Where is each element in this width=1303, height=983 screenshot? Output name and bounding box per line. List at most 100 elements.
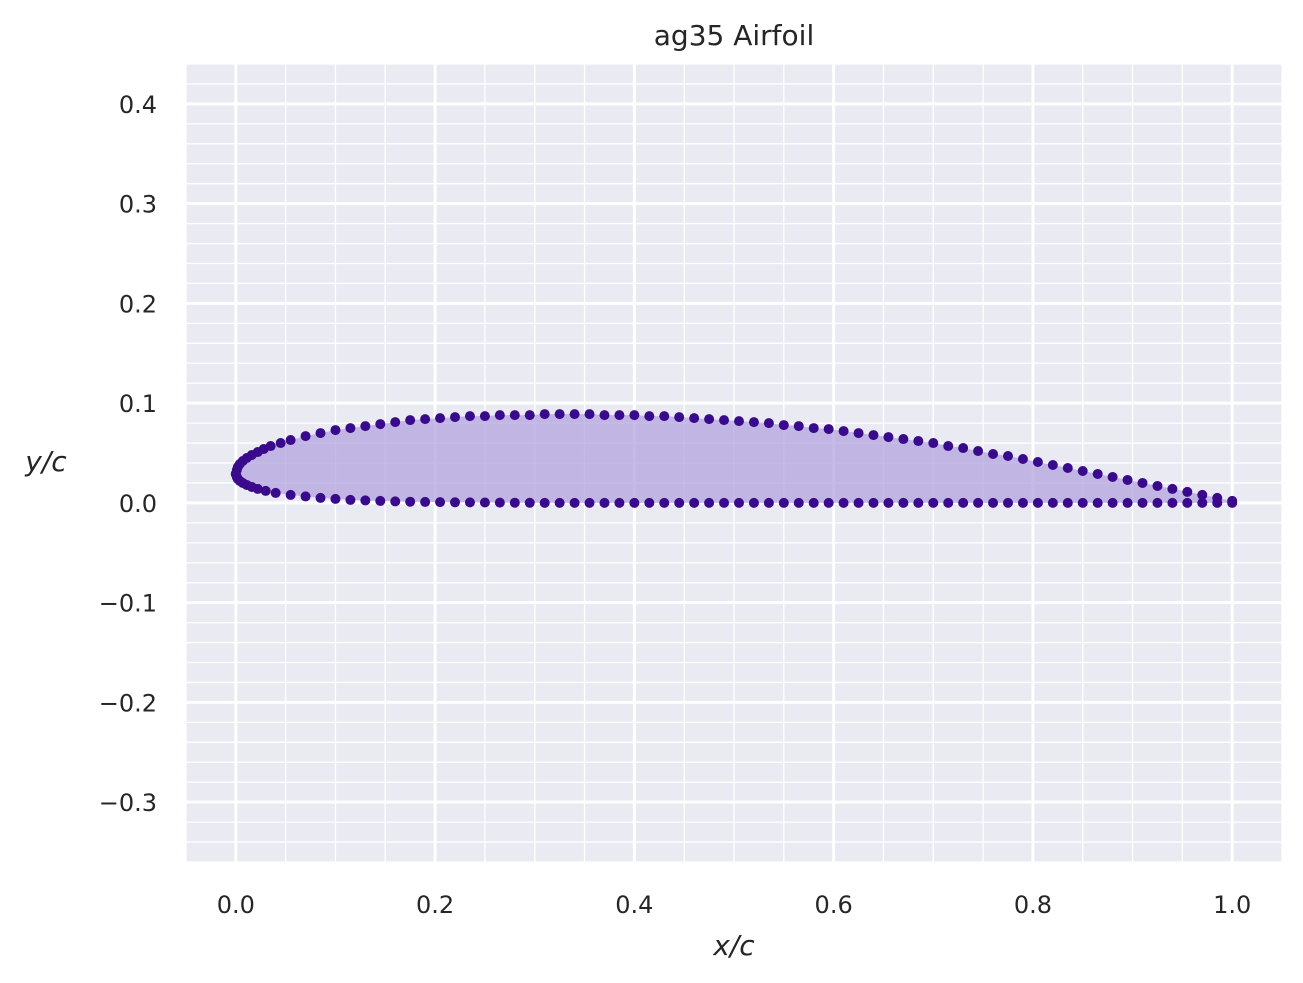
data-point-upper: [898, 434, 909, 445]
data-point-upper: [420, 414, 431, 425]
data-point-lower: [778, 497, 789, 508]
data-point-upper: [1107, 471, 1118, 482]
x-tick-label: 0.6: [815, 891, 853, 919]
data-point-upper: [644, 411, 655, 422]
y-tick-label: 0.1: [119, 390, 157, 418]
data-point-lower: [928, 497, 939, 508]
data-point-lower: [853, 497, 864, 508]
data-point-upper: [1152, 480, 1163, 491]
data-point-lower: [479, 497, 490, 508]
data-point-lower: [1167, 497, 1178, 508]
data-point-lower: [405, 496, 416, 507]
data-point-lower: [988, 497, 999, 508]
data-point-upper: [345, 423, 356, 434]
data-point-upper: [1092, 468, 1103, 479]
x-tick-label: 0.2: [416, 891, 454, 919]
data-point-lower: [285, 489, 296, 500]
data-point-upper: [988, 449, 999, 460]
x-tick-label: 0.4: [615, 891, 653, 919]
data-point-upper: [1182, 486, 1193, 497]
data-point-lower: [644, 497, 655, 508]
y-tick-label: 0.3: [119, 191, 157, 219]
data-point-lower: [554, 497, 565, 508]
data-point-lower: [1227, 497, 1238, 508]
data-point-lower: [763, 497, 774, 508]
data-point-upper: [793, 421, 804, 432]
data-point-upper: [958, 443, 969, 454]
data-point-lower: [958, 497, 969, 508]
x-tick-labels: 0.0 0.2 0.4 0.6 0.8 1.0: [217, 891, 1252, 919]
data-point-upper: [1137, 477, 1148, 488]
data-point-lower: [629, 497, 640, 508]
data-point-upper: [450, 412, 461, 423]
data-point-lower: [704, 497, 715, 508]
data-point-upper: [1197, 489, 1208, 500]
data-point-lower: [1197, 497, 1208, 508]
data-point-upper: [539, 409, 550, 420]
data-point-upper: [614, 410, 625, 421]
data-point-lower: [838, 497, 849, 508]
data-point-lower: [719, 497, 730, 508]
data-point-lower: [898, 497, 909, 508]
data-point-lower: [868, 497, 879, 508]
data-point-upper: [763, 418, 774, 429]
x-axis-label: x/c: [712, 929, 755, 962]
data-point-upper: [300, 431, 311, 442]
data-point-upper: [1047, 459, 1058, 470]
data-point-upper: [494, 410, 505, 421]
data-point-upper: [275, 438, 286, 449]
data-point-lower: [1137, 497, 1148, 508]
data-point-lower: [733, 497, 744, 508]
data-point-upper: [464, 411, 475, 422]
data-point-upper: [390, 417, 401, 428]
airfoil-fill-area: [235, 414, 1233, 503]
data-point-lower: [689, 497, 700, 508]
data-point-lower: [1152, 497, 1163, 508]
data-point-lower: [913, 497, 924, 508]
data-point-upper: [599, 410, 610, 421]
data-point-upper: [360, 421, 371, 432]
data-point-upper: [330, 425, 341, 436]
data-point-lower: [823, 497, 834, 508]
data-point-lower: [420, 496, 431, 507]
data-point-upper: [659, 411, 670, 422]
data-point-lower: [1092, 497, 1103, 508]
data-point-lower: [494, 497, 505, 508]
data-point-upper: [733, 416, 744, 427]
data-point-upper: [808, 423, 819, 434]
y-tick-label: 0.4: [119, 91, 157, 119]
y-tick-label: −0.3: [99, 789, 157, 817]
data-point-upper: [1003, 451, 1013, 462]
data-point-lower: [1047, 497, 1058, 508]
data-point-upper: [674, 412, 685, 423]
data-point-lower: [1122, 497, 1133, 508]
data-point-lower: [1212, 497, 1223, 508]
data-point-upper: [629, 410, 640, 421]
y-tick-label: 0.0: [119, 490, 157, 518]
data-point-lower: [599, 497, 610, 508]
y-tick-label: 0.2: [119, 290, 157, 318]
data-point-lower: [1107, 497, 1118, 508]
data-point-lower: [1017, 497, 1028, 508]
data-point-upper: [584, 409, 595, 420]
data-point-upper: [569, 409, 580, 420]
data-point-lower: [450, 497, 461, 508]
data-point-lower: [300, 491, 311, 502]
data-point-upper: [838, 426, 849, 437]
data-point-lower: [315, 492, 326, 503]
data-point-lower: [614, 497, 625, 508]
data-point-lower: [1182, 497, 1193, 508]
data-point-upper: [1017, 454, 1028, 465]
data-point-lower: [345, 494, 356, 505]
data-point-upper: [823, 424, 834, 435]
data-point-lower: [1003, 497, 1013, 508]
data-point-upper: [1077, 465, 1088, 476]
data-point-lower: [808, 497, 819, 508]
data-point-lower: [973, 497, 984, 508]
data-point-upper: [928, 438, 939, 449]
data-point-upper: [479, 411, 490, 422]
data-point-upper: [524, 410, 535, 421]
data-point-lower: [330, 493, 341, 504]
data-point-upper: [883, 432, 894, 443]
